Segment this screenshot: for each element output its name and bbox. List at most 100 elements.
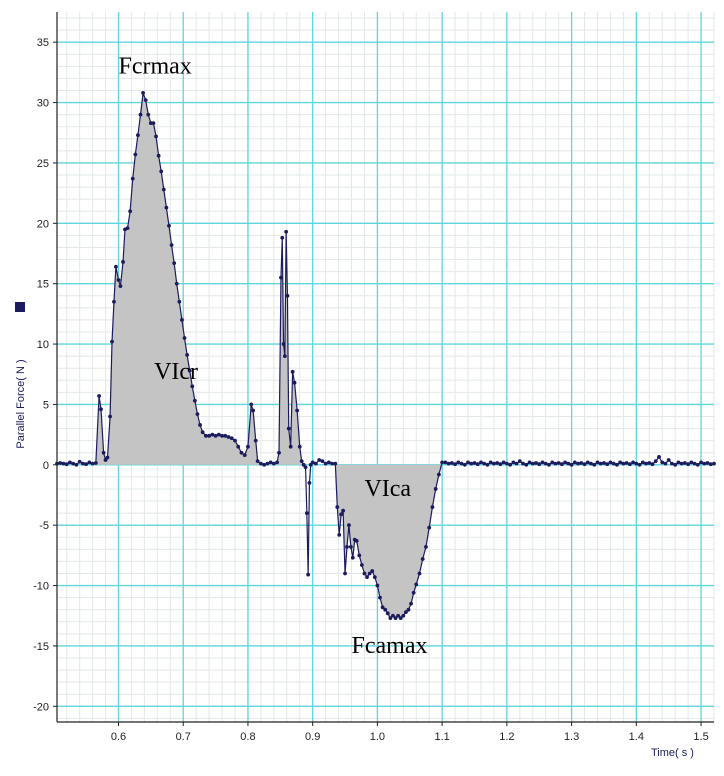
data-point [161, 187, 166, 192]
data-point [156, 153, 161, 158]
data-point [320, 459, 325, 464]
data-point [125, 226, 130, 231]
x-tick-label: 1.2 [499, 731, 514, 743]
data-point [280, 235, 285, 240]
data-point [504, 461, 509, 466]
data-point [101, 450, 106, 455]
data-point [357, 553, 362, 558]
data-point [314, 461, 318, 466]
data-point [246, 444, 250, 449]
series-markers [55, 91, 716, 621]
data-point [121, 260, 125, 264]
data-point [310, 460, 315, 465]
data-point [702, 461, 707, 466]
data-point [427, 525, 432, 530]
data-point [563, 460, 568, 465]
data-point [396, 613, 401, 618]
data-point [330, 461, 334, 466]
data-point [151, 121, 156, 125]
data-point [670, 461, 674, 466]
data-point [579, 461, 584, 465]
data-point [275, 460, 279, 465]
data-point [271, 461, 276, 466]
annotations: Fcrmax VIcr VIca Fcamax [118, 54, 427, 660]
data-point [472, 461, 477, 465]
data-point [550, 460, 555, 465]
data-point [592, 462, 597, 467]
data-point [138, 112, 143, 117]
y-tick-label: -5 [39, 520, 49, 532]
data-point [359, 563, 364, 567]
data-point [375, 583, 380, 588]
data-point [409, 601, 413, 606]
data-point [611, 461, 616, 466]
data-point [640, 460, 645, 465]
data-point [634, 461, 639, 466]
data-point [433, 487, 438, 491]
data-point [203, 433, 208, 438]
data-point [417, 571, 422, 576]
data-point [236, 444, 241, 449]
data-point [169, 243, 174, 247]
annotation-label: Fcrmax [118, 54, 191, 80]
data-point [462, 462, 467, 467]
data-point [380, 605, 385, 610]
data-point [589, 461, 593, 466]
data-point [207, 433, 212, 438]
area-region-1 [95, 92, 302, 465]
data-point [365, 575, 369, 580]
data-point [660, 460, 665, 465]
data-point [699, 460, 703, 465]
data-point [602, 461, 606, 465]
data-point [705, 461, 710, 465]
data-point [341, 508, 346, 513]
y-tick-label: 10 [37, 339, 49, 351]
data-point [663, 461, 668, 466]
data-point [553, 461, 558, 466]
data-point [559, 462, 564, 467]
data-point [537, 462, 542, 467]
y-tick-label: 25 [37, 158, 49, 170]
data-point [367, 571, 372, 576]
data-point [378, 595, 382, 600]
data-point [285, 293, 290, 298]
y-axis-legend-swatch [15, 302, 25, 312]
data-point [605, 462, 610, 467]
data-point [80, 461, 85, 466]
data-point [631, 460, 635, 465]
data-point [108, 414, 112, 419]
x-tick-label: 1.5 [693, 731, 708, 743]
x-axis-label: Time( s ) [651, 747, 694, 759]
data-point [679, 461, 684, 466]
data-point [84, 462, 89, 467]
data-point [268, 460, 273, 465]
data-point [712, 461, 716, 466]
data-point [466, 460, 470, 465]
data-point [216, 432, 221, 437]
data-point [556, 461, 561, 465]
data-point [58, 461, 63, 465]
data-point [112, 299, 116, 304]
data-point [172, 261, 177, 266]
tick-labels: 35 30 25 20 15 10 5 0 -5 -10 -15 -20 0.6 0.7 0.8 0.9 1.0… [33, 37, 709, 743]
area-fill [95, 92, 443, 619]
y-tick-label: -20 [33, 701, 49, 713]
data-point [279, 275, 283, 280]
data-point [666, 458, 671, 462]
data-point [128, 209, 133, 214]
data-point [198, 423, 202, 427]
data-point [644, 461, 648, 466]
data-point [414, 582, 419, 587]
data-point [226, 435, 231, 439]
data-point [180, 318, 184, 322]
data-point [114, 264, 118, 269]
data-point [406, 607, 411, 612]
data-point [116, 278, 121, 282]
data-point [187, 368, 192, 373]
data-point [475, 462, 480, 467]
data-point [446, 461, 451, 466]
data-point [650, 462, 655, 467]
data-point [326, 460, 331, 465]
data-point [582, 462, 587, 467]
